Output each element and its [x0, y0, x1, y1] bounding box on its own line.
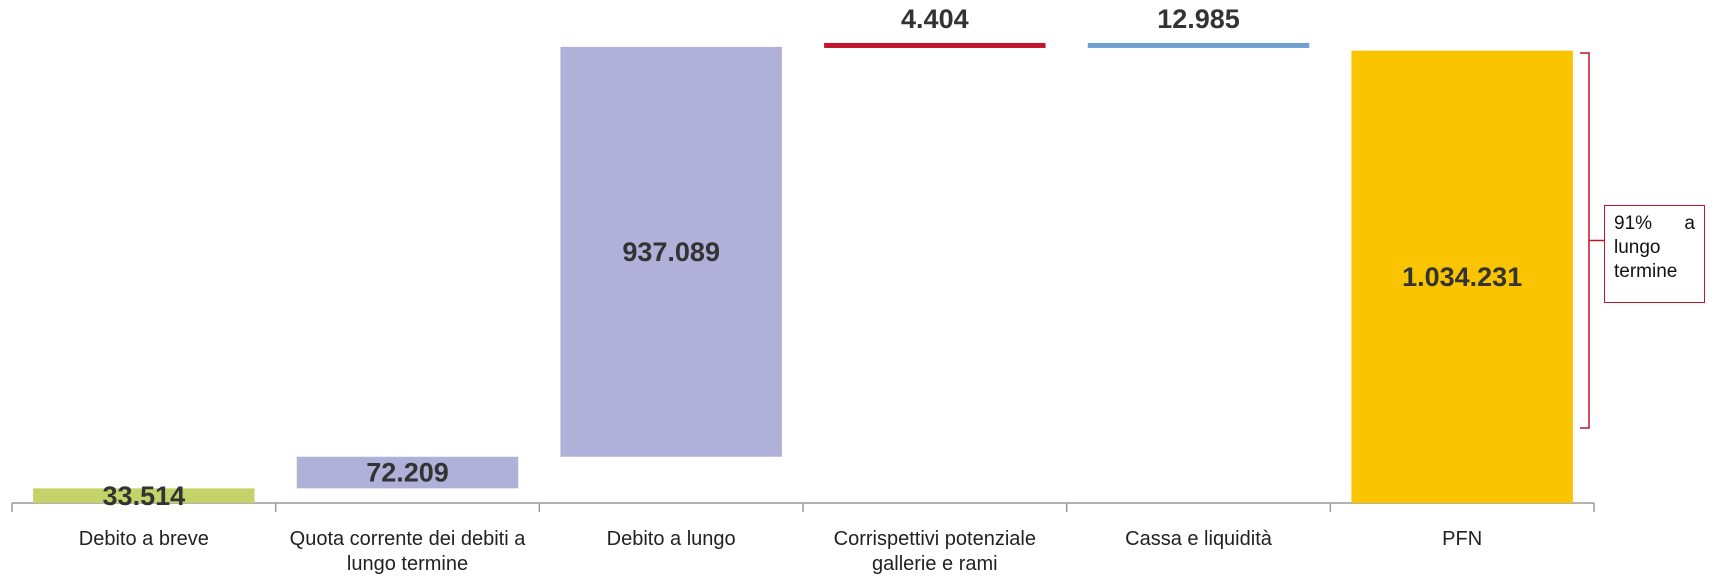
annotation-bracket [1580, 52, 1590, 429]
value-label: 33.514 [103, 481, 186, 511]
annotation: 91% a lungo termine [1604, 205, 1705, 303]
bar [296, 456, 519, 489]
value-label: 1.034.231 [1402, 262, 1522, 292]
value-label: 937.089 [622, 237, 720, 267]
bar [1351, 50, 1573, 503]
value-label: 72.209 [366, 458, 449, 488]
bar [824, 42, 1046, 48]
bar [1087, 42, 1310, 48]
x-tick-label: Debito a lungo [606, 528, 736, 550]
x-tick-label: Corrispettivi potenziale gallerie e rami [833, 528, 1036, 575]
x-tick-label: Quota corrente dei debiti a lungo termin… [289, 528, 526, 575]
x-tick-label: Cassa e liquidità [1125, 528, 1272, 550]
bar [33, 488, 255, 503]
value-label: 12.985 [1157, 4, 1240, 34]
x-tick-label: PFN [1442, 528, 1483, 550]
value-label: 4.404 [901, 4, 969, 34]
x-tick-label: Debito a breve [78, 528, 209, 550]
bar [560, 46, 782, 457]
